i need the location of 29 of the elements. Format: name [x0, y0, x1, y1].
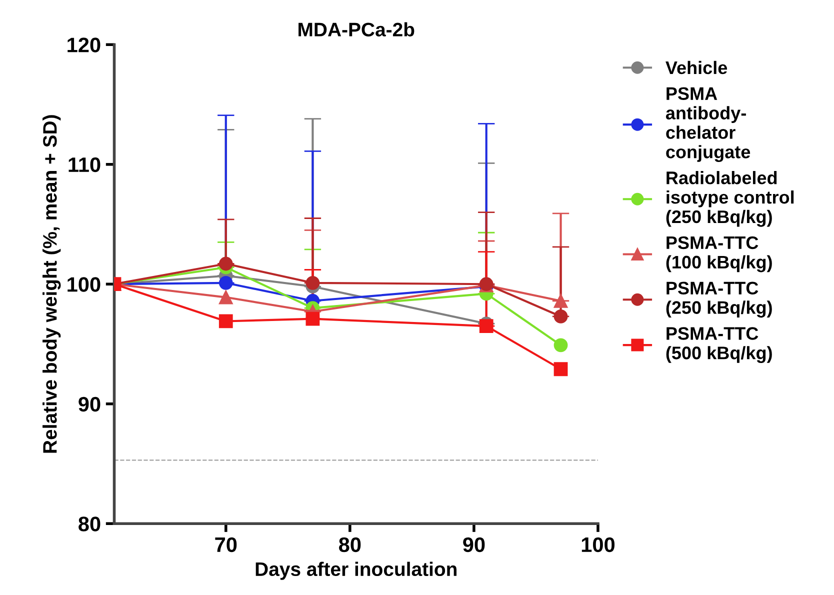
- x-tick-label: 70: [215, 537, 237, 552]
- point: [306, 312, 320, 326]
- legend-label: PSMA-TTC (100 kBq/kg): [666, 236, 772, 272]
- point: [306, 276, 320, 290]
- y-tick-label: 90: [78, 396, 100, 412]
- point: [554, 362, 568, 376]
- legend-label: PSMA-TTC (500 kBq/kg): [666, 327, 772, 363]
- y-tick-label: 100: [68, 277, 100, 292]
- y-axis-title: Relative body weight (%, mean + SD): [42, 115, 61, 453]
- x-tick-label: 80: [338, 537, 361, 552]
- x-tick-label: 90: [463, 537, 485, 552]
- legend-label: PSMA-TTC (250 kBq/kg): [666, 282, 772, 318]
- point: [479, 319, 494, 333]
- point: [554, 294, 568, 308]
- point: [218, 276, 233, 290]
- y-tick-label: 80: [78, 516, 100, 532]
- legend-label: PSMA antibody- chelator conjugate: [666, 87, 750, 162]
- point: [218, 314, 233, 328]
- x-axis-title: Days after inoculation: [256, 562, 456, 580]
- y-tick-label: 110: [68, 157, 100, 172]
- legend-label: Vehicle: [666, 60, 728, 74]
- y-tick-label: 120: [68, 38, 100, 52]
- point: [554, 338, 568, 352]
- x-tick-label: 100: [582, 537, 615, 552]
- point: [554, 310, 568, 324]
- chart-title: MDA-PCa-2b: [298, 22, 414, 36]
- legend-label: Radiolabeled isotype control (250 kBq/kg): [666, 171, 794, 227]
- point: [218, 290, 233, 304]
- point: [218, 256, 233, 271]
